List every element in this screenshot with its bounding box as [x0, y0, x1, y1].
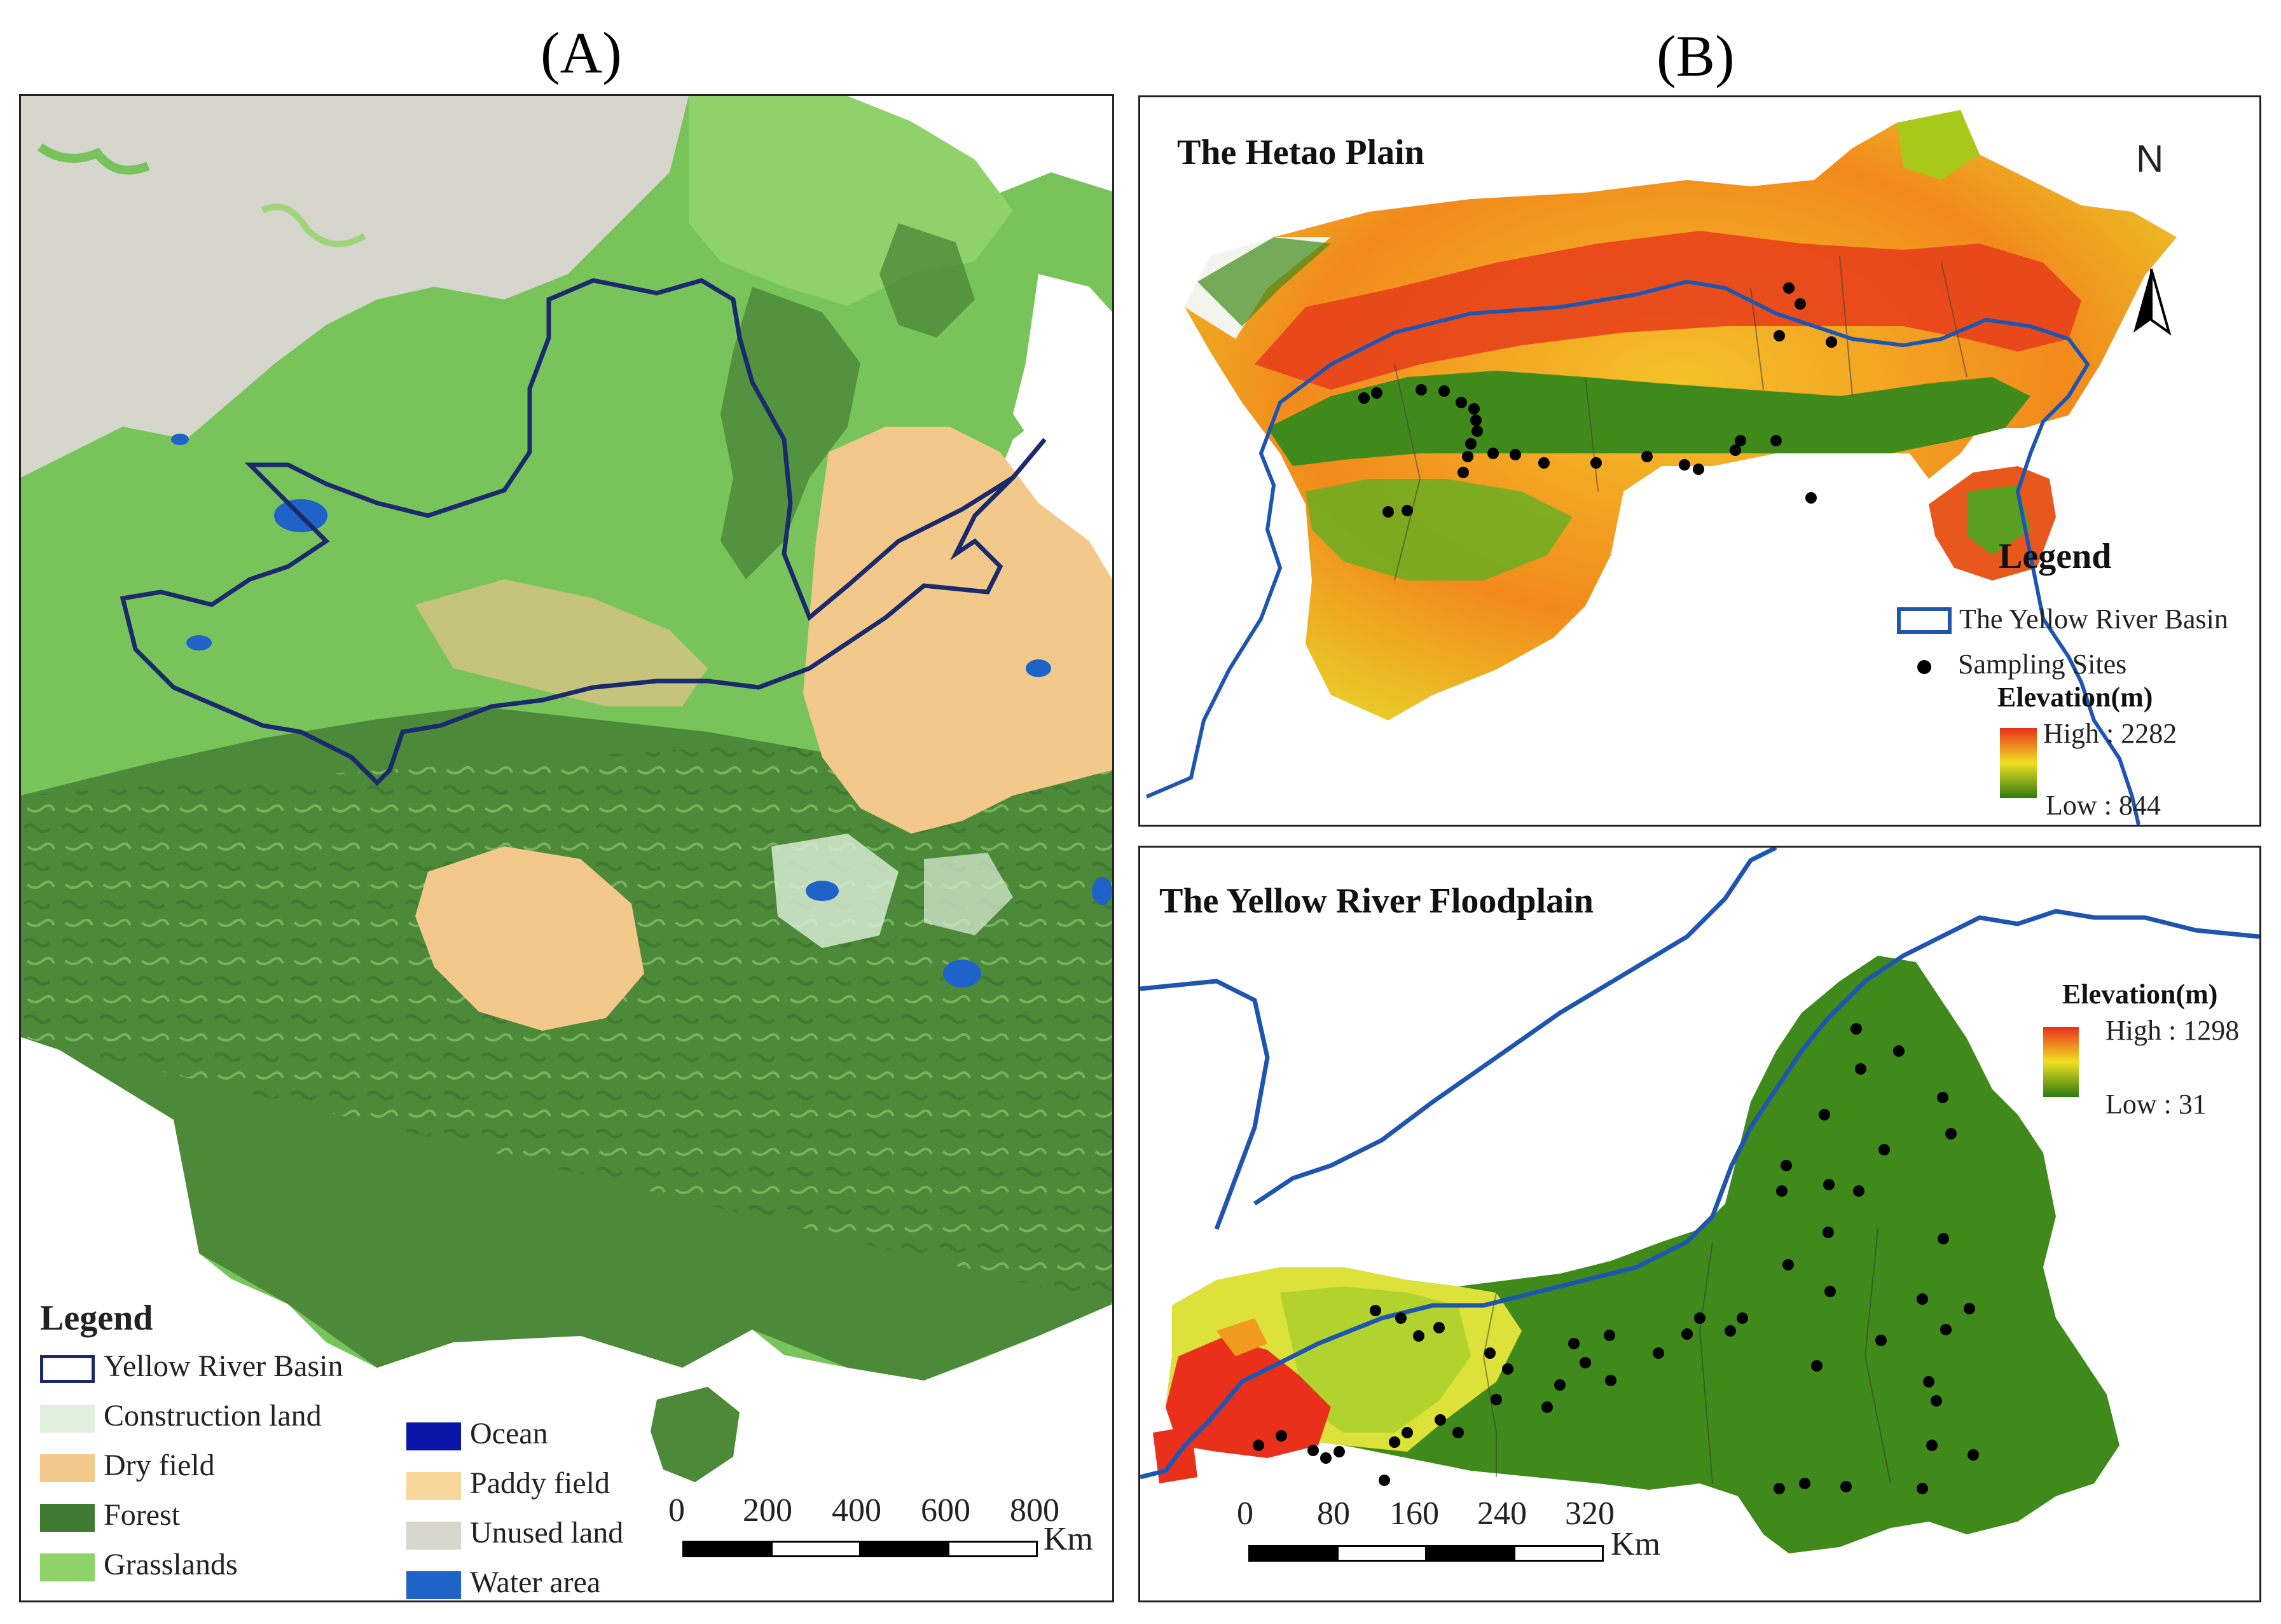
legend-label-forest: Forest	[104, 1498, 180, 1532]
panel-b-label: (B)	[1657, 24, 1735, 88]
hetao-sampling-sites	[1358, 282, 1837, 518]
hetao-sites-label: Sampling Sites	[1958, 649, 2127, 680]
floodplain-title: The Yellow River Floodplain	[1159, 881, 1594, 921]
floodplain-elev-ramp	[2043, 1027, 2079, 1097]
hetao-elev-title: Elevation(m)	[1997, 682, 2153, 713]
scale-b-segment-3	[1425, 1545, 1515, 1562]
hetao-plain-map: The Hetao Plain N Legend The Yellow Rive…	[1138, 95, 2261, 827]
hetao-basin-swatch	[1897, 607, 1952, 634]
swatch-unused-land	[406, 1522, 461, 1550]
hetao-elev-high: High : 2282	[2043, 718, 2177, 749]
north-arrow-icon	[2132, 174, 2170, 244]
hetao-site-swatch	[1917, 660, 1931, 674]
land-use-map-canvas	[21, 96, 1112, 1600]
land-use-map: Legend Yellow River Basin Construction l…	[19, 94, 1114, 1602]
scale-b-tick-240: 240	[1477, 1496, 1527, 1532]
scale-a-tick-200: 200	[743, 1492, 792, 1529]
scale-a-segment-1	[682, 1541, 773, 1557]
floodplain-elev-low: Low : 31	[2105, 1089, 2207, 1120]
legend-label-paddy-field: Paddy field	[470, 1466, 610, 1500]
swatch-construction-land	[40, 1405, 95, 1433]
scale-a-segment-4	[948, 1541, 1038, 1557]
swatch-dry-field	[40, 1454, 95, 1482]
floodplain-elev-title: Elevation(m)	[2062, 979, 2218, 1010]
legend-label-water-area: Water area	[470, 1566, 601, 1599]
scale-a-segment-3	[859, 1541, 949, 1557]
floodplain-sampling-sites	[1253, 1023, 1979, 1494]
scale-a-segment-2	[771, 1541, 861, 1557]
legend-a-title: Legend	[40, 1298, 153, 1338]
hetao-basin-label: The Yellow River Basin	[1959, 603, 2228, 635]
legend-label-construction-land: Construction land	[104, 1399, 322, 1433]
scale-b-tick-80: 80	[1317, 1496, 1350, 1532]
legend-label-grasslands: Grasslands	[104, 1548, 238, 1581]
swatch-grasslands	[40, 1553, 95, 1581]
swatch-ocean	[406, 1422, 461, 1450]
scale-b-tick-320: 320	[1565, 1496, 1615, 1532]
scale-b-segment-4	[1513, 1545, 1604, 1562]
scale-b-tick-160: 160	[1389, 1496, 1439, 1532]
panel-a-label: (A)	[541, 20, 622, 85]
scale-a-unit: Km	[1044, 1521, 1093, 1557]
swatch-yellow-river-basin	[40, 1355, 95, 1383]
scale-a-tick-400: 400	[832, 1492, 881, 1529]
hetao-plain-canvas	[1145, 110, 2177, 825]
legend-label-dry-field: Dry field	[104, 1449, 215, 1482]
legend-label-unused-land: Unused land	[470, 1516, 624, 1550]
swatch-water-area	[406, 1571, 461, 1599]
scale-a-tick-800: 800	[1010, 1492, 1059, 1529]
hetao-plain-title: The Hetao Plain	[1177, 133, 1424, 172]
floodplain-canvas	[1140, 848, 2259, 1553]
hetao-legend-title: Legend	[1999, 537, 2112, 576]
floodplain-elev-high: High : 1298	[2105, 1015, 2240, 1046]
scale-b-segment-1	[1248, 1545, 1339, 1562]
swatch-paddy-field	[406, 1472, 461, 1500]
north-arrow-label: N	[2136, 137, 2164, 180]
scale-a-tick-600: 600	[921, 1492, 970, 1529]
scale-a-tick-0: 0	[668, 1492, 685, 1529]
scale-b-tick-0: 0	[1237, 1496, 1253, 1532]
scale-b-unit: Km	[1611, 1526, 1660, 1562]
hetao-elev-ramp	[2000, 728, 2037, 798]
legend-label-yellow-river-basin: Yellow River Basin	[104, 1349, 343, 1383]
hetao-elev-low: Low : 844	[2046, 790, 2161, 821]
floodplain-map: The Yellow River Floodplain Elevation(m)…	[1138, 846, 2261, 1602]
scale-b-segment-2	[1337, 1545, 1427, 1562]
swatch-forest	[40, 1504, 95, 1532]
legend-label-ocean: Ocean	[470, 1417, 548, 1450]
